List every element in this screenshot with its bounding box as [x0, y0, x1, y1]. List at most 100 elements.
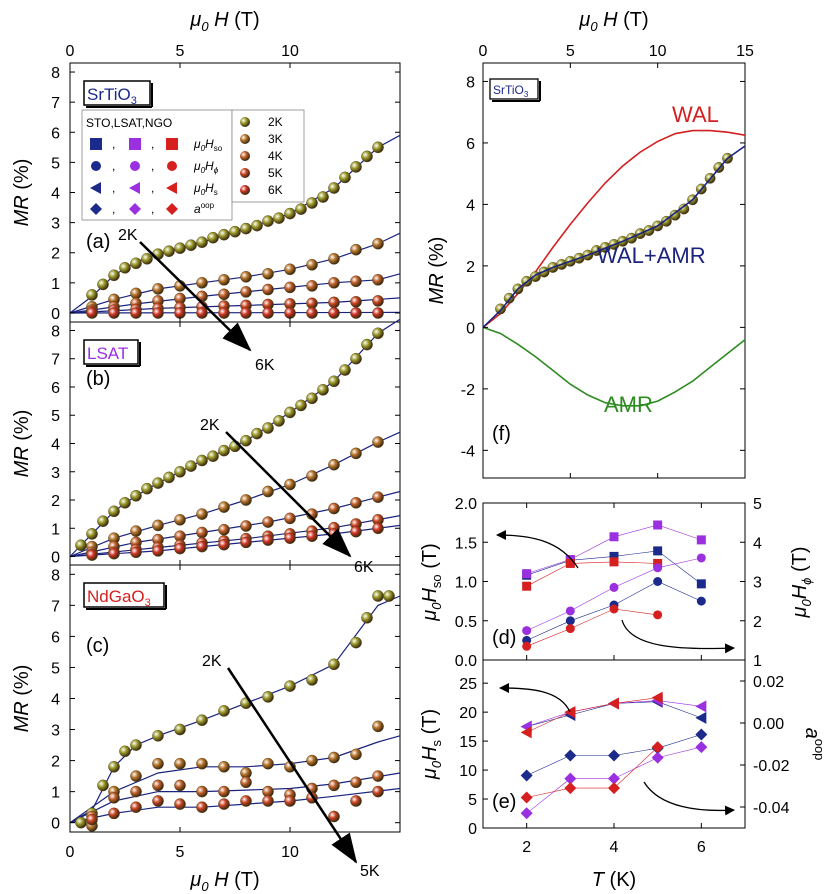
data-point-5K — [218, 798, 230, 810]
data-point-2K — [273, 415, 285, 427]
panel-c: 0 1 2 3 4 5 6 7 8 MR (%) NdGaO3 (c) — [11, 564, 401, 833]
walamr-curve — [482, 145, 746, 328]
data-point-2K — [284, 680, 296, 692]
data-point-2K — [262, 215, 274, 227]
legend-temp-label: 4K — [268, 149, 283, 163]
data-point-2K — [108, 269, 120, 282]
data-point-2K — [196, 236, 208, 248]
title-part: a — [801, 728, 823, 739]
arrow-end-label: 6K — [354, 559, 374, 576]
sample-subscript: 3 — [131, 95, 137, 107]
x-bottom-tick-label: 0 — [66, 844, 75, 861]
data-point-2K — [350, 352, 362, 365]
lbl: a — [194, 202, 201, 216]
data-point-6K — [108, 307, 120, 319]
panel-label: (c) — [86, 635, 109, 657]
data-point-3K — [218, 501, 230, 513]
arrow-end-label: 5K — [360, 863, 380, 880]
data-point-2K — [372, 590, 384, 602]
aoop-marker-STO — [564, 749, 577, 762]
data-point-5K — [284, 795, 296, 807]
data-point-2K — [350, 636, 362, 649]
hs-line-NGO — [526, 697, 658, 733]
panel-label: (a) — [86, 231, 110, 253]
walamr-label: WAL+AMR — [597, 243, 706, 268]
hs-marker-STO — [695, 711, 707, 724]
data-point-2K — [295, 203, 307, 215]
axis-title-part: H — [598, 9, 619, 31]
y-tick-label: 2 — [51, 754, 60, 771]
data-point-4K — [328, 779, 340, 792]
data-point-6K — [372, 307, 384, 319]
data-point-3K — [152, 283, 164, 295]
lbl: ϕ — [214, 166, 219, 175]
title-part: 0 — [799, 599, 814, 607]
data-point-3K — [218, 761, 230, 773]
data-point-2K — [678, 203, 690, 215]
data-point-6K — [350, 525, 362, 538]
data-point-6K — [240, 307, 252, 319]
data-point-3K — [372, 237, 384, 250]
arrow-left-axis — [499, 683, 571, 713]
y-title-mr: MR — [11, 446, 33, 477]
sample-box — [83, 339, 139, 365]
aoop-marker-STO — [608, 749, 620, 762]
aoop-marker-NGO — [651, 741, 664, 754]
y2-tick-label: 0.00 — [753, 716, 784, 733]
aoop-line-NGO — [526, 746, 658, 798]
data-point-6K — [152, 545, 164, 557]
title-part: H — [419, 588, 441, 603]
y-tick-label: 5 — [51, 408, 60, 425]
data-point-6K — [350, 307, 362, 319]
y-tick-label: 3 — [51, 216, 60, 233]
lbl: oop — [201, 201, 215, 210]
data-point-3K — [306, 470, 318, 482]
data-point-5K — [350, 295, 362, 308]
legend-comma: , — [151, 181, 154, 195]
y-tick-label: 4 — [51, 186, 60, 203]
data-point-4K — [174, 779, 186, 792]
hphi-marker-LSAT — [565, 606, 575, 616]
data-point-4K — [284, 281, 296, 294]
aoop-marker-STO — [695, 728, 708, 741]
data-point-2K — [383, 590, 395, 602]
legend-temp-marker — [240, 117, 250, 127]
data-point-2K — [262, 691, 274, 703]
hphi-marker-LSAT — [522, 626, 532, 636]
data-point-5K — [86, 813, 98, 826]
data-point-3K — [130, 287, 142, 300]
legend-comma: , — [151, 159, 154, 173]
data-point-3K — [328, 751, 340, 764]
arrow-left-axis — [496, 530, 579, 569]
data-point-5K — [130, 801, 142, 814]
data-point-2K — [306, 674, 318, 686]
data-point-2K — [163, 471, 175, 484]
data-point-6K — [152, 307, 164, 319]
data-point-6K — [86, 307, 98, 319]
data-point-3K — [152, 757, 164, 770]
y-tick-label: 2 — [51, 246, 60, 263]
y-tick-label: 1 — [51, 785, 60, 802]
data-point-6K — [284, 307, 296, 319]
hs-marker-NGO — [520, 726, 532, 739]
axis-title-part: 0 — [590, 19, 598, 34]
aoop-marker-LSAT — [651, 751, 664, 764]
data-point-6K — [174, 542, 186, 555]
y-tick-label: 0 — [51, 816, 60, 833]
legend: STO,LSAT,NGO,, μ0Hso,, μ0Hϕ,, μ0Hs,, aoop2K3… — [81, 109, 305, 221]
legend-param-label: μ0Hs — [193, 181, 218, 197]
data-point-4K — [372, 273, 384, 286]
data-point-3K — [196, 757, 208, 770]
title-part: so — [429, 574, 444, 588]
aoop-marker-STO — [520, 769, 533, 782]
y-tick-label: 0 — [466, 320, 475, 337]
data-point-2K — [339, 171, 351, 184]
axis-title-part: (T) — [229, 869, 260, 891]
legend-temp-label: 5K — [268, 166, 283, 180]
data-point-2K — [141, 482, 153, 495]
data-point-2K — [119, 745, 131, 758]
data-point-4K — [196, 785, 208, 798]
hphi-marker-NGO — [565, 624, 575, 634]
data-point-2K — [97, 515, 109, 528]
hso-line-NGO — [526, 561, 658, 587]
